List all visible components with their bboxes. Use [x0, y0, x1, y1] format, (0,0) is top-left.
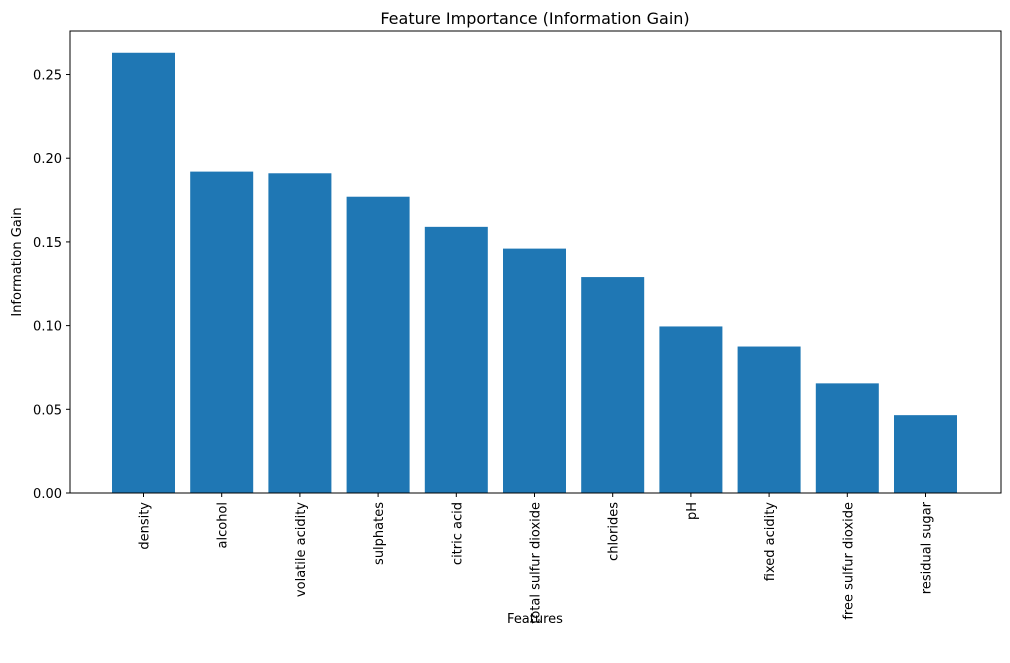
y-tick-label: 0.05 [33, 403, 62, 418]
bar-alcohol [190, 171, 254, 494]
bar-free-sulfur-dioxide [815, 383, 879, 493]
x-tick-label: density [138, 502, 153, 550]
chart-title: Feature Importance (Information Gain) [380, 9, 689, 28]
bar-residual-sugar [894, 415, 957, 493]
plot-frame [69, 30, 1002, 494]
x-tick-label: residual sugar [920, 501, 935, 594]
bar-total-sulfur-dioxide [503, 248, 566, 493]
bar-sulphates [346, 196, 410, 493]
x-axis-label: Features [507, 612, 563, 627]
x-tick-label: pH [685, 502, 700, 520]
bar-pH [659, 326, 723, 493]
y-tick-label: 0.15 [33, 236, 62, 251]
x-tick-label: sulphates [372, 502, 387, 565]
bar-density [112, 52, 175, 493]
x-tick-label: volatile acidity [294, 502, 309, 597]
bar-fixed-acidity [737, 346, 801, 493]
y-tick-label: 0.25 [33, 69, 62, 84]
x-tick-label: free sulfur dioxide [841, 502, 856, 620]
x-tick-label: total sulfur dioxide [529, 502, 544, 624]
y-tick-label: 0.00 [33, 487, 62, 502]
x-tick-label: alcohol [216, 502, 231, 548]
y-tick-label: 0.20 [33, 152, 62, 167]
y-tick-label: 0.10 [33, 320, 62, 335]
bars-group [112, 52, 957, 494]
bar-citric-acid [424, 226, 488, 493]
y-axis-label: Information Gain [10, 207, 25, 316]
x-tick-label: fixed acidity [763, 502, 778, 582]
x-tick-label: citric acid [450, 502, 465, 565]
bar-chlorides [581, 277, 645, 493]
y-axis: 0.00 0.05 0.10 0.15 0.20 0.25 [33, 69, 70, 502]
x-axis: density alcohol volatile acidity sulphates c… [138, 493, 935, 624]
bar-volatile-acidity [268, 173, 332, 493]
x-tick-label: chlorides [607, 502, 622, 561]
